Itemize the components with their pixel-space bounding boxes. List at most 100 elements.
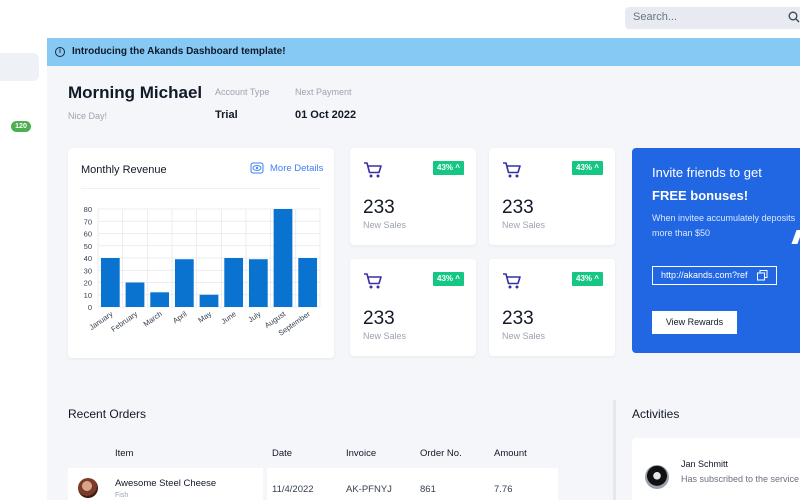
bar-january[interactable] (100, 258, 120, 307)
item-category: Fish (115, 492, 129, 499)
shopping-cart-icon (364, 273, 382, 289)
sidebar: 120 (0, 38, 47, 500)
divider (81, 188, 321, 189)
y-tick-label: 10 (84, 291, 92, 300)
percent-value: 43% (576, 274, 593, 283)
percent-value: 43% (576, 163, 593, 172)
invite-subtitle: FREE bonuses! (652, 188, 749, 203)
x-tick-label: June (219, 309, 237, 326)
monthly-revenue-card: Monthly Revenue More Details 0 10 20 30 40 50… (68, 148, 334, 358)
info-icon: i (55, 47, 65, 57)
column-header-order-no[interactable]: Order No. (420, 448, 462, 459)
referral-link-field[interactable]: http://akands.com?ref (652, 266, 777, 285)
column-header-date[interactable]: Date (272, 448, 293, 459)
y-tick-label: 60 (84, 230, 92, 239)
shopping-cart-icon (503, 273, 521, 289)
stat-card[interactable]: 43% ^ 233 New Sales (350, 259, 476, 356)
stat-card[interactable]: 43% ^ 233 New Sales (489, 148, 615, 245)
bar-july[interactable] (248, 259, 268, 307)
y-tick-label: 50 (84, 242, 92, 251)
bar-february[interactable] (125, 282, 145, 308)
percent-value: 43% (437, 163, 454, 172)
order-number: 861 (420, 484, 436, 495)
y-tick-label: 70 (84, 217, 92, 226)
y-tick-label: 40 (84, 254, 92, 263)
invite-title: Invite friends to get (652, 165, 762, 180)
stat-label: New Sales (502, 331, 546, 341)
sidebar-item-active[interactable] (0, 53, 39, 81)
y-tick-label: 80 (84, 205, 92, 214)
x-tick-label: July (246, 309, 262, 324)
announcement-banner: i Introducing the Akands Dashboard templ… (47, 38, 800, 66)
stat-value: 233 (363, 308, 395, 329)
bar-may[interactable] (199, 294, 219, 307)
section-divider (613, 400, 616, 500)
activity-user-name: Jan Schmitt (681, 459, 729, 469)
bar-march[interactable] (150, 292, 170, 307)
more-details-link[interactable]: More Details (250, 162, 323, 174)
banner-text: Introducing the Akands Dashboard templat… (72, 46, 286, 57)
invite-description: When invitee accumulately deposits more … (652, 213, 796, 238)
search-input[interactable]: Search... (633, 11, 678, 23)
search-icon[interactable] (788, 11, 800, 23)
search-box[interactable]: Search... (625, 7, 800, 29)
percent-value: 43% (437, 274, 454, 283)
shopping-cart-icon (364, 162, 382, 178)
chevron-up-icon: ^ (592, 274, 599, 283)
y-tick-label: 30 (84, 266, 92, 275)
column-divider (263, 468, 267, 500)
y-tick-label: 0 (88, 303, 92, 312)
activity-text: Has subscribed to the service (681, 474, 800, 484)
sidebar-badge: 120 (11, 121, 31, 132)
activity-item[interactable]: Jan Schmitt Has subscribed to the servic… (632, 438, 800, 500)
next-payment-label: Next Payment (295, 87, 352, 97)
user-avatar (645, 465, 669, 489)
view-rewards-button[interactable]: View Rewards (652, 311, 737, 334)
bar-june[interactable] (224, 258, 244, 307)
bar-september[interactable] (298, 258, 318, 307)
next-payment-value: 01 Oct 2022 (295, 109, 357, 121)
stat-value: 233 (502, 197, 534, 218)
x-tick-label: February (109, 309, 139, 334)
stat-label: New Sales (363, 331, 407, 341)
eye-icon (250, 162, 264, 174)
percent-badge: 43% ^ (433, 161, 464, 175)
product-avatar (78, 478, 98, 498)
recent-orders-title: Recent Orders (68, 407, 147, 421)
x-tick-label: April (171, 309, 189, 325)
percent-badge: 43% ^ (433, 272, 464, 286)
column-header-amount[interactable]: Amount (494, 448, 527, 459)
more-details-label[interactable]: More Details (270, 162, 324, 174)
percent-badge: 43% ^ (572, 272, 603, 286)
y-tick-label: 20 (84, 279, 92, 288)
x-tick-label: March (142, 309, 164, 328)
bar-august[interactable] (273, 209, 293, 307)
stat-card[interactable]: 43% ^ 233 New Sales (489, 259, 615, 356)
stat-label: New Sales (363, 220, 407, 230)
activities-title: Activities (632, 407, 680, 421)
order-date: 11/4/2022 (272, 484, 314, 495)
column-header-invoice[interactable]: Invoice (346, 448, 377, 459)
column-header-item[interactable]: Item (115, 448, 134, 459)
table-row[interactable]: Awesome Steel Cheese Fish 11/4/2022 AK-P… (68, 468, 558, 500)
account-type-label: Account Type (215, 87, 270, 97)
revenue-title: Monthly Revenue (81, 164, 167, 176)
invite-card: Invite friends to get FREE bonuses! When… (632, 148, 800, 353)
order-invoice: AK-PFNYJ (346, 484, 392, 495)
chevron-up-icon: ^ (592, 163, 599, 172)
top-bar: Search... (0, 0, 800, 38)
greeting-subtext: Nice Day! (68, 111, 108, 121)
stat-card[interactable]: 43% ^ 233 New Sales (350, 148, 476, 245)
stat-value: 233 (363, 197, 395, 218)
copy-icon[interactable] (757, 270, 768, 281)
shopping-cart-icon (503, 162, 521, 178)
referral-link-text: http://akands.com?ref (661, 270, 748, 280)
item-name: Awesome Steel Cheese (115, 478, 217, 489)
stat-value: 233 (502, 308, 534, 329)
order-amount: 7.76 (494, 484, 513, 495)
bar-april[interactable] (174, 259, 194, 307)
chevron-up-icon: ^ (453, 274, 460, 283)
stat-label: New Sales (502, 220, 546, 230)
greeting-title: Morning Michael (68, 83, 203, 102)
